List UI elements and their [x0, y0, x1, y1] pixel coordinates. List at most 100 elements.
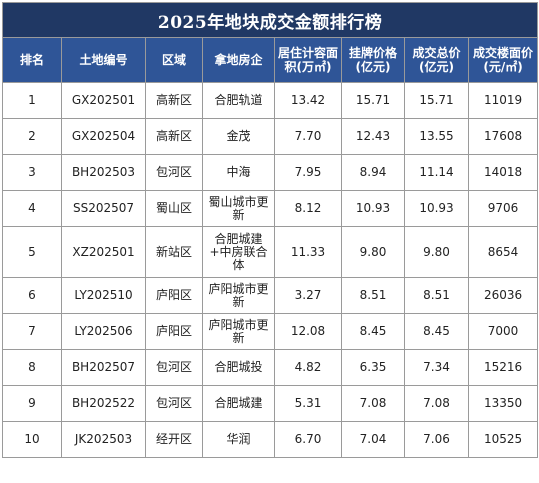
cell-district: 蜀山区 — [145, 190, 203, 227]
cell-area: 7.95 — [274, 154, 342, 191]
cell-floor-price: 11019 — [467, 82, 539, 119]
cell-developer: 华润 — [202, 421, 275, 458]
cell-deal-price: 7.08 — [404, 385, 469, 422]
cell-area: 11.33 — [274, 226, 342, 278]
cell-developer: 合肥轨道 — [202, 82, 275, 119]
cell-district: 高新区 — [145, 82, 203, 119]
cell-code: XZ202501 — [61, 226, 146, 278]
cell-floor-price: 26036 — [467, 277, 539, 314]
cell-district: 经开区 — [145, 421, 203, 458]
cell-developer: 合肥城投 — [202, 349, 275, 386]
table-row: 1 GX202501 高新区 合肥轨道 13.42 15.71 15.71 11… — [2, 82, 539, 119]
cell-list-price: 12.43 — [341, 118, 405, 155]
cell-rank: 5 — [2, 226, 62, 278]
table-row: 10 JK202503 经开区 华润 6.70 7.04 7.06 10525 — [2, 421, 539, 458]
table-row: 6 LY202510 庐阳区 庐阳城市更新 3.27 8.51 8.51 260… — [2, 277, 539, 314]
header-deal-price: 成交总价(亿元) — [404, 37, 469, 83]
header-land-code: 土地编号 — [61, 37, 146, 83]
cell-rank: 1 — [2, 82, 62, 119]
cell-list-price: 8.51 — [341, 277, 405, 314]
cell-deal-price: 7.06 — [404, 421, 469, 458]
cell-developer: 合肥城建 — [202, 385, 275, 422]
cell-code: SS202507 — [61, 190, 146, 227]
cell-rank: 3 — [2, 154, 62, 191]
cell-list-price: 15.71 — [341, 82, 405, 119]
cell-area: 8.12 — [274, 190, 342, 227]
cell-area: 4.82 — [274, 349, 342, 386]
cell-developer: 蜀山城市更新 — [202, 190, 275, 227]
cell-rank: 4 — [2, 190, 62, 227]
cell-developer: 金茂 — [202, 118, 275, 155]
cell-developer: 合肥城建+中房联合体 — [202, 226, 275, 278]
cell-list-price: 8.45 — [341, 313, 405, 350]
cell-floor-price: 9706 — [467, 190, 539, 227]
cell-code: GX202501 — [61, 82, 146, 119]
cell-district: 包河区 — [145, 349, 203, 386]
cell-floor-price: 7000 — [467, 313, 539, 350]
cell-district: 新站区 — [145, 226, 203, 278]
cell-deal-price: 8.45 — [404, 313, 469, 350]
cell-rank: 6 — [2, 277, 62, 314]
table-row: 8 BH202507 包河区 合肥城投 4.82 6.35 7.34 15216 — [2, 349, 539, 386]
cell-district: 包河区 — [145, 154, 203, 191]
cell-rank: 9 — [2, 385, 62, 422]
table-row: 7 LY202506 庐阳区 庐阳城市更新 12.08 8.45 8.45 70… — [2, 313, 539, 350]
header-area: 居住计容面积(万㎡) — [274, 37, 342, 83]
table-row: 5 XZ202501 新站区 合肥城建+中房联合体 11.33 9.80 9.8… — [2, 226, 539, 278]
header-list-price: 挂牌价格(亿元) — [341, 37, 405, 83]
land-ranking-table: 2025年地块成交金额排行榜 排名 土地编号 区域 拿地房企 居住计容面积(万㎡… — [1, 2, 539, 458]
cell-floor-price: 10525 — [467, 421, 539, 458]
cell-developer: 庐阳城市更新 — [202, 313, 275, 350]
header-district: 区域 — [145, 37, 203, 83]
cell-district: 高新区 — [145, 118, 203, 155]
cell-rank: 7 — [2, 313, 62, 350]
cell-list-price: 7.08 — [341, 385, 405, 422]
cell-rank: 2 — [2, 118, 62, 155]
cell-rank: 8 — [2, 349, 62, 386]
cell-code: GX202504 — [61, 118, 146, 155]
cell-area: 12.08 — [274, 313, 342, 350]
cell-list-price: 6.35 — [341, 349, 405, 386]
cell-code: BH202522 — [61, 385, 146, 422]
cell-list-price: 10.93 — [341, 190, 405, 227]
cell-code: BH202507 — [61, 349, 146, 386]
table-row: 2 GX202504 高新区 金茂 7.70 12.43 13.55 17608 — [2, 118, 539, 155]
table-row: 4 SS202507 蜀山区 蜀山城市更新 8.12 10.93 10.93 9… — [2, 190, 539, 227]
cell-floor-price: 17608 — [467, 118, 539, 155]
cell-deal-price: 11.14 — [404, 154, 469, 191]
cell-area: 6.70 — [274, 421, 342, 458]
cell-district: 包河区 — [145, 385, 203, 422]
cell-code: JK202503 — [61, 421, 146, 458]
cell-list-price: 8.94 — [341, 154, 405, 191]
cell-deal-price: 9.80 — [404, 226, 469, 278]
cell-floor-price: 15216 — [467, 349, 539, 386]
header-floor-price: 成交楼面价(元/㎡) — [467, 37, 539, 83]
cell-rank: 10 — [2, 421, 62, 458]
cell-area: 7.70 — [274, 118, 342, 155]
land-ranking-table-container: 2025年地块成交金额排行榜 排名 土地编号 区域 拿地房企 居住计容面积(万㎡… — [1, 2, 539, 458]
cell-developer: 庐阳城市更新 — [202, 277, 275, 314]
table-row: 9 BH202522 包河区 合肥城建 5.31 7.08 7.08 13350 — [2, 385, 539, 422]
table-title: 2025年地块成交金额排行榜 — [1, 2, 539, 38]
cell-deal-price: 10.93 — [404, 190, 469, 227]
cell-floor-price: 13350 — [467, 385, 539, 422]
cell-code: LY202510 — [61, 277, 146, 314]
header-rank: 排名 — [2, 37, 62, 83]
cell-deal-price: 7.34 — [404, 349, 469, 386]
cell-deal-price: 15.71 — [404, 82, 469, 119]
cell-area: 13.42 — [274, 82, 342, 119]
cell-floor-price: 14018 — [467, 154, 539, 191]
cell-developer: 中海 — [202, 154, 275, 191]
header-row: 排名 土地编号 区域 拿地房企 居住计容面积(万㎡) 挂牌价格(亿元) 成交总价… — [2, 37, 539, 83]
cell-district: 庐阳区 — [145, 313, 203, 350]
cell-list-price: 7.04 — [341, 421, 405, 458]
cell-code: BH202503 — [61, 154, 146, 191]
cell-floor-price: 8654 — [467, 226, 539, 278]
header-developer: 拿地房企 — [202, 37, 275, 83]
cell-area: 5.31 — [274, 385, 342, 422]
cell-deal-price: 8.51 — [404, 277, 469, 314]
cell-code: LY202506 — [61, 313, 146, 350]
cell-district: 庐阳区 — [145, 277, 203, 314]
cell-list-price: 9.80 — [341, 226, 405, 278]
cell-area: 3.27 — [274, 277, 342, 314]
